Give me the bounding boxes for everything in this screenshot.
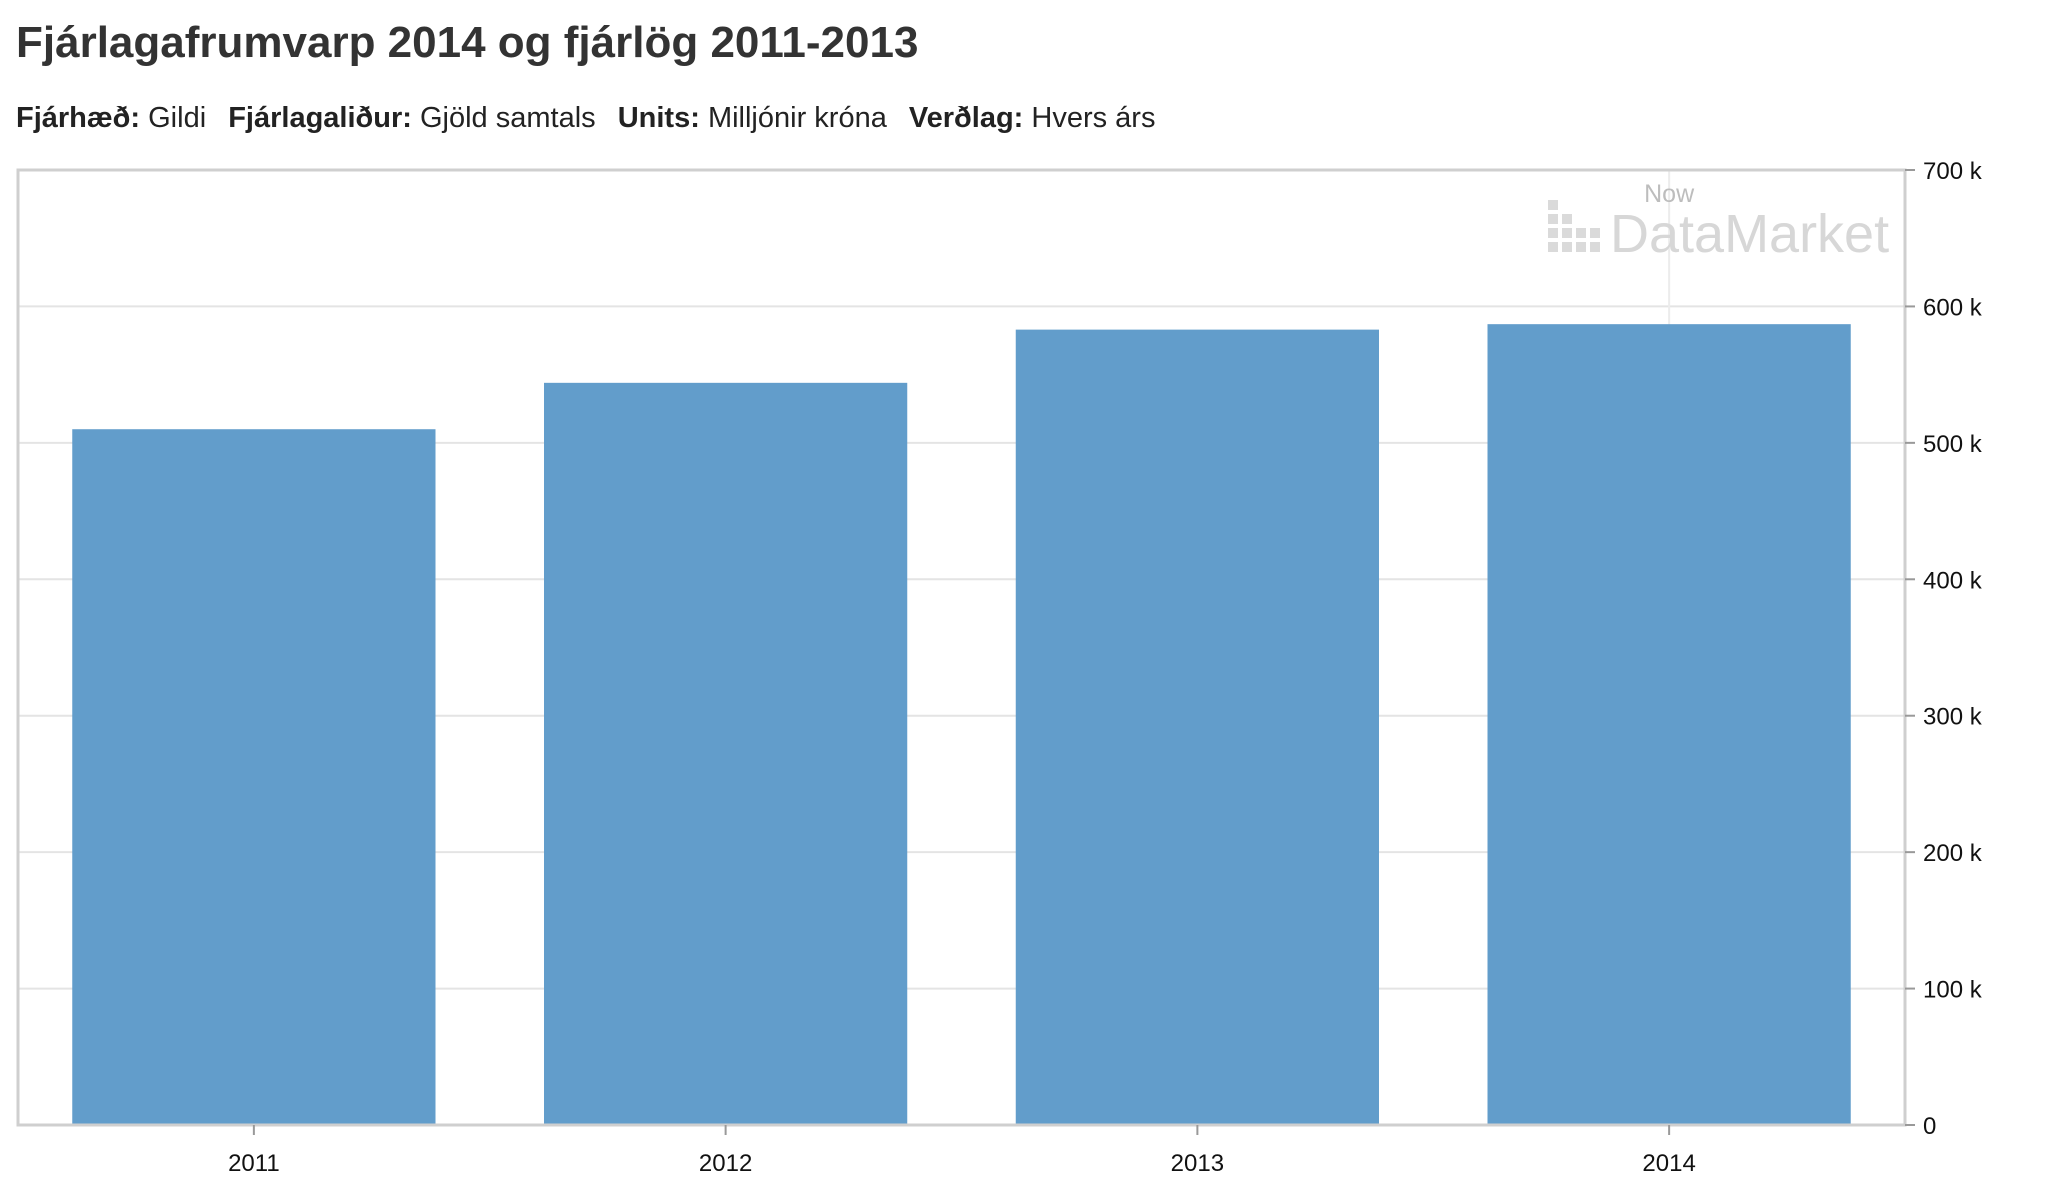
bar-2014[interactable] — [1487, 324, 1851, 1125]
x-tick-label: 2014 — [1642, 1150, 1695, 1177]
bar-2011[interactable] — [72, 429, 436, 1125]
bar-2013[interactable] — [1015, 329, 1379, 1125]
y-tick-label: 0 — [1923, 1113, 1936, 1140]
plot-frame — [16, 168, 1907, 1127]
x-tick-label: 2011 — [228, 1150, 280, 1177]
filter-value-price-level: Hvers árs — [1031, 102, 1156, 134]
filter-value-budget-item: Gjöld samtals — [419, 102, 596, 134]
y-tick-label: 200 k — [1923, 840, 1983, 867]
filter-key-amount: Fjárhæð: — [16, 102, 141, 134]
y-tick-label: 400 k — [1923, 567, 1983, 594]
bar-2012[interactable] — [544, 382, 908, 1125]
watermark-brand: DataMarket — [1610, 204, 1889, 264]
filter-key-budget-item: Fjárlagaliður: — [228, 102, 412, 134]
y-tick-label: 100 k — [1923, 977, 1983, 1004]
filter-bar: Fjárhæð: Gildi Fjárlagaliður: Gjöld samt… — [16, 102, 1169, 135]
y-tick-label: 700 k — [1923, 158, 1983, 185]
filter-value-units: Milljónir króna — [707, 102, 887, 134]
x-axis: 2011 2012 2013 2014 — [228, 1125, 1696, 1177]
watermark-now: Now — [1644, 180, 1695, 208]
y-tick-label: 600 k — [1923, 294, 1983, 321]
y-axis: 0 100 k 200 k 300 k 400 k 500 k 600 k 700 k — [1905, 158, 1983, 1140]
bars — [72, 324, 1851, 1125]
y-tick-label: 300 k — [1923, 704, 1983, 731]
y-tick-label: 500 k — [1923, 431, 1983, 458]
chart-title: Fjárlagafrumvarp 2014 og fjárlög 2011-20… — [16, 18, 919, 67]
filter-key-price-level: Verðlag: — [908, 102, 1024, 134]
x-tick-label: 2012 — [699, 1150, 752, 1177]
x-tick-label: 2013 — [1171, 1150, 1224, 1177]
filter-value-amount: Gildi — [148, 102, 207, 134]
filter-key-units: Units: — [617, 102, 700, 134]
datamarket-logo-icon — [1548, 200, 1600, 252]
